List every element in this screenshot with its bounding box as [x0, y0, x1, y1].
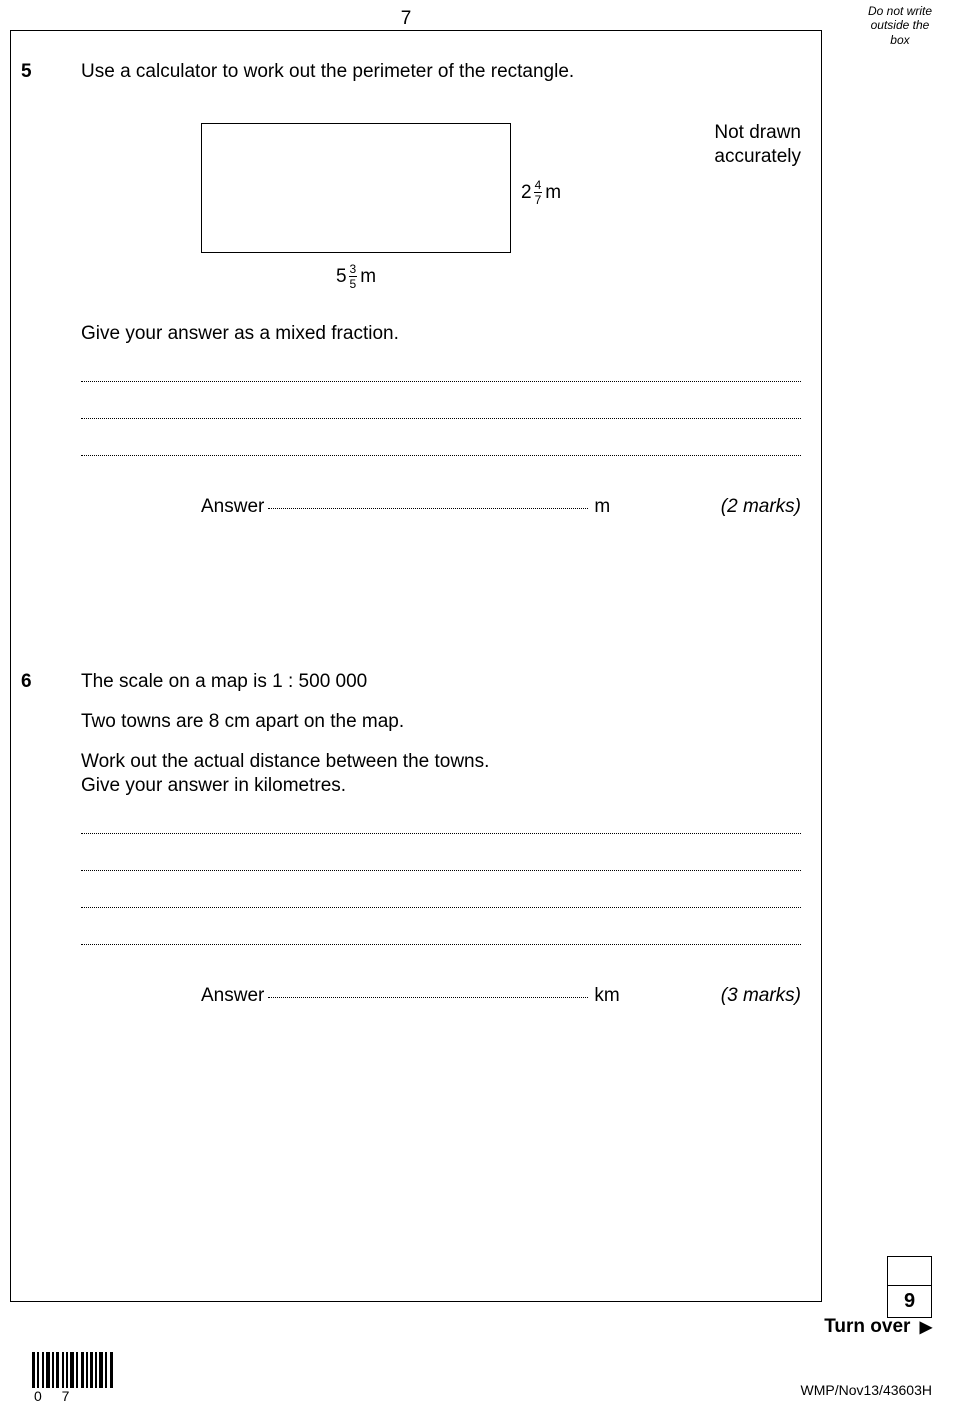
q5-number: 5 [21, 61, 32, 83]
working-line[interactable] [81, 870, 801, 871]
margin-marks-box: 9 [887, 1256, 932, 1318]
exam-page: 7 Do not write outside the box 5 Use a c… [0, 0, 960, 1416]
q6-text: The scale on a map is 1 : 500 000 Two to… [81, 671, 801, 797]
working-line[interactable] [81, 381, 801, 382]
content-border: 5 Use a calculator to work out the perim… [10, 30, 822, 1302]
answer-blank[interactable] [268, 508, 588, 509]
margin-note: Do not write outside the box [868, 4, 932, 47]
marks-tally-cell [887, 1256, 932, 1286]
working-line[interactable] [81, 907, 801, 908]
q5-instruction: Give your answer as a mixed fraction. [81, 323, 801, 345]
barcode: 0 7 [32, 1352, 113, 1404]
answer-blank[interactable] [268, 997, 588, 998]
page-number-top: 7 [0, 8, 812, 30]
rectangle-width-label: 5 3 5 m [201, 263, 511, 290]
q6-line1: The scale on a map is 1 : 500 000 [81, 671, 801, 693]
q6-answer-row: Answer km (3 marks) [81, 985, 801, 1007]
answer-label: Answer [201, 985, 264, 1007]
q5-marks: (2 marks) [721, 496, 801, 518]
rectangle-shape [201, 123, 511, 253]
q6-marks: (3 marks) [721, 985, 801, 1007]
q6-line4: Give your answer in kilometres. [81, 775, 801, 797]
rectangle-diagram: 2 4 7 m 5 3 5 m [81, 113, 801, 283]
working-line[interactable] [81, 944, 801, 945]
q5-prompt: Use a calculator to work out the perimet… [81, 61, 801, 83]
q6-number: 6 [21, 671, 32, 693]
answer-unit: m [594, 496, 610, 518]
q6-line2: Two towns are 8 cm apart on the map. [81, 711, 801, 733]
working-line[interactable] [81, 455, 801, 456]
working-line[interactable] [81, 833, 801, 834]
answer-unit: km [594, 985, 619, 1007]
barcode-digits: 0 7 [32, 1388, 113, 1404]
answer-label: Answer [201, 496, 264, 518]
barcode-bars [32, 1352, 113, 1388]
q6-body: The scale on a map is 1 : 500 000 Two to… [81, 671, 801, 1007]
not-drawn-note: Not drawn accurately [714, 121, 801, 169]
q6-line3: Work out the actual distance between the… [81, 751, 801, 773]
turn-over: Turn over ▶ [824, 1316, 932, 1338]
q5-answer-row: Answer m (2 marks) [81, 496, 801, 518]
working-line[interactable] [81, 418, 801, 419]
q5-body: Use a calculator to work out the perimet… [81, 61, 801, 518]
turn-over-arrow-icon: ▶ [920, 1317, 932, 1337]
rectangle-height-label: 2 4 7 m [521, 179, 561, 206]
footer-code: WMP/Nov13/43603H [800, 1382, 932, 1398]
marks-total-cell: 9 [887, 1286, 932, 1318]
